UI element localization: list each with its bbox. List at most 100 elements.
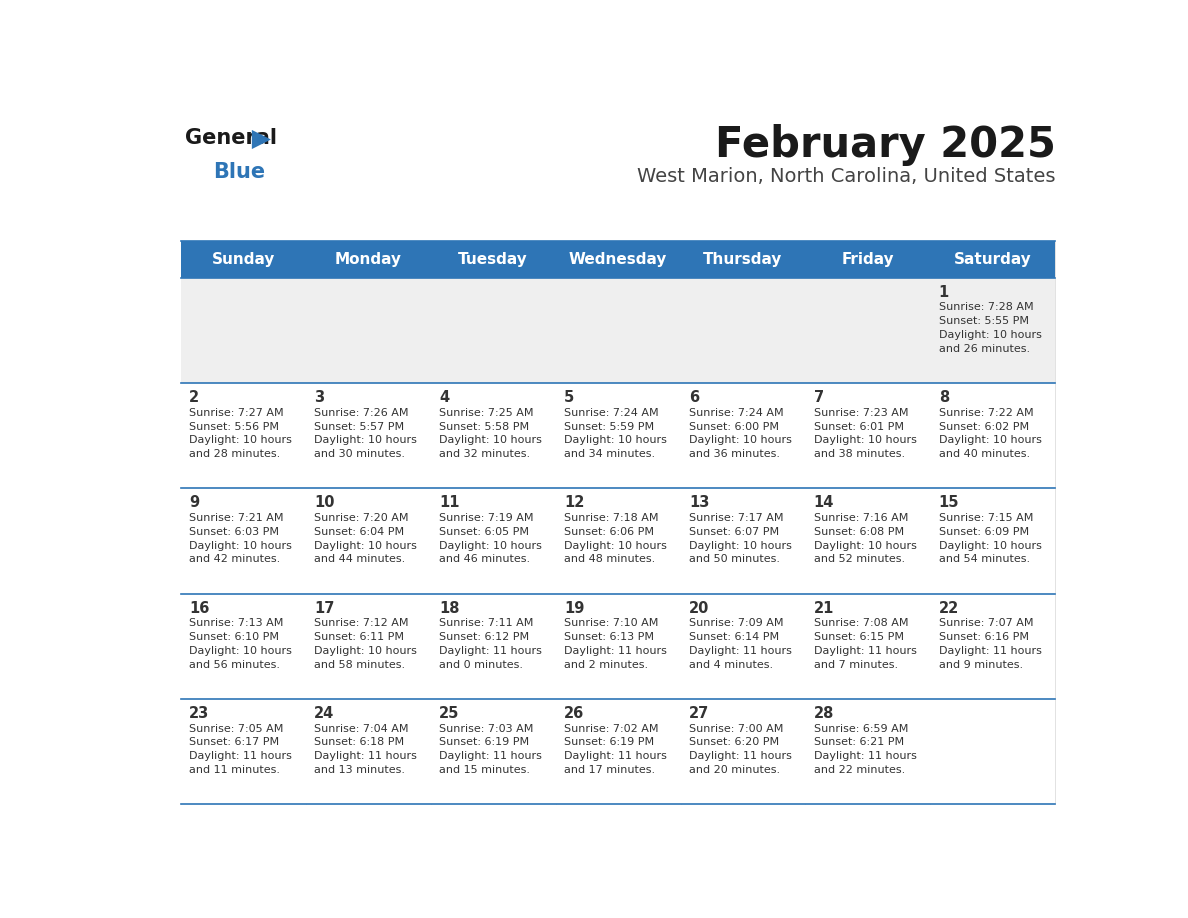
Text: and 36 minutes.: and 36 minutes. (689, 449, 779, 459)
Text: and 13 minutes.: and 13 minutes. (314, 765, 405, 775)
Text: and 42 minutes.: and 42 minutes. (189, 554, 280, 565)
Text: West Marion, North Carolina, United States: West Marion, North Carolina, United Stat… (637, 167, 1055, 185)
Text: Sunrise: 7:21 AM: Sunrise: 7:21 AM (189, 513, 284, 523)
Text: and 22 minutes.: and 22 minutes. (814, 765, 905, 775)
Text: Daylight: 11 hours: Daylight: 11 hours (564, 751, 666, 761)
Text: 18: 18 (438, 600, 460, 616)
Text: Sunrise: 7:00 AM: Sunrise: 7:00 AM (689, 723, 783, 733)
Text: Daylight: 11 hours: Daylight: 11 hours (314, 751, 417, 761)
Text: 8: 8 (939, 390, 949, 405)
Text: and 20 minutes.: and 20 minutes. (689, 765, 781, 775)
Text: and 48 minutes.: and 48 minutes. (564, 554, 655, 565)
Text: Sunset: 6:18 PM: Sunset: 6:18 PM (314, 737, 404, 747)
Text: Daylight: 10 hours: Daylight: 10 hours (939, 541, 1042, 551)
Text: Daylight: 10 hours: Daylight: 10 hours (689, 435, 791, 445)
Text: Daylight: 10 hours: Daylight: 10 hours (939, 435, 1042, 445)
Text: Daylight: 10 hours: Daylight: 10 hours (314, 435, 417, 445)
Bar (181, 488, 1055, 594)
Text: 17: 17 (314, 600, 334, 616)
Text: Sunrise: 7:17 AM: Sunrise: 7:17 AM (689, 513, 783, 523)
Text: Sunset: 6:08 PM: Sunset: 6:08 PM (814, 527, 904, 537)
Text: Sunset: 6:06 PM: Sunset: 6:06 PM (564, 527, 653, 537)
Text: 11: 11 (438, 496, 460, 510)
Text: Daylight: 11 hours: Daylight: 11 hours (939, 646, 1042, 656)
Bar (181, 277, 1055, 383)
Text: Sunset: 5:55 PM: Sunset: 5:55 PM (939, 316, 1029, 326)
Text: and 56 minutes.: and 56 minutes. (189, 660, 280, 670)
Text: Sunset: 6:21 PM: Sunset: 6:21 PM (814, 737, 904, 747)
Text: 19: 19 (564, 600, 584, 616)
Text: and 28 minutes.: and 28 minutes. (189, 449, 280, 459)
Text: Sunrise: 7:23 AM: Sunrise: 7:23 AM (814, 408, 909, 418)
Text: 6: 6 (689, 390, 699, 405)
Bar (181, 699, 1055, 804)
Text: Daylight: 11 hours: Daylight: 11 hours (564, 646, 666, 656)
Text: Sunset: 6:03 PM: Sunset: 6:03 PM (189, 527, 279, 537)
Text: Sunrise: 7:08 AM: Sunrise: 7:08 AM (814, 619, 909, 629)
Text: 12: 12 (564, 496, 584, 510)
Text: and 40 minutes.: and 40 minutes. (939, 449, 1030, 459)
Text: Tuesday: Tuesday (459, 252, 527, 267)
Text: 2: 2 (189, 390, 200, 405)
Text: Sunrise: 7:10 AM: Sunrise: 7:10 AM (564, 619, 658, 629)
Text: and 52 minutes.: and 52 minutes. (814, 554, 905, 565)
Text: and 0 minutes.: and 0 minutes. (438, 660, 523, 670)
Text: 10: 10 (314, 496, 335, 510)
Text: 3: 3 (314, 390, 324, 405)
Text: Daylight: 11 hours: Daylight: 11 hours (689, 646, 791, 656)
Text: Wednesday: Wednesday (569, 252, 668, 267)
Text: Sunrise: 7:07 AM: Sunrise: 7:07 AM (939, 619, 1034, 629)
Text: 20: 20 (689, 600, 709, 616)
Text: 23: 23 (189, 706, 209, 721)
Text: Sunrise: 7:22 AM: Sunrise: 7:22 AM (939, 408, 1034, 418)
Text: Sunset: 6:20 PM: Sunset: 6:20 PM (689, 737, 779, 747)
Text: 22: 22 (939, 600, 959, 616)
Text: Daylight: 10 hours: Daylight: 10 hours (189, 435, 292, 445)
Text: Daylight: 10 hours: Daylight: 10 hours (814, 435, 917, 445)
Text: Sunset: 6:04 PM: Sunset: 6:04 PM (314, 527, 404, 537)
Text: 27: 27 (689, 706, 709, 721)
Text: Sunrise: 7:05 AM: Sunrise: 7:05 AM (189, 723, 284, 733)
Text: and 38 minutes.: and 38 minutes. (814, 449, 905, 459)
Text: Sunrise: 7:16 AM: Sunrise: 7:16 AM (814, 513, 908, 523)
Text: Sunrise: 7:24 AM: Sunrise: 7:24 AM (564, 408, 658, 418)
Text: Sunset: 6:17 PM: Sunset: 6:17 PM (189, 737, 279, 747)
Text: Sunset: 5:59 PM: Sunset: 5:59 PM (564, 421, 653, 431)
Text: Sunrise: 7:26 AM: Sunrise: 7:26 AM (314, 408, 409, 418)
Text: Sunrise: 7:19 AM: Sunrise: 7:19 AM (438, 513, 533, 523)
Text: and 44 minutes.: and 44 minutes. (314, 554, 405, 565)
Text: and 15 minutes.: and 15 minutes. (438, 765, 530, 775)
Text: and 17 minutes.: and 17 minutes. (564, 765, 655, 775)
Text: Daylight: 11 hours: Daylight: 11 hours (189, 751, 292, 761)
Text: Sunset: 5:58 PM: Sunset: 5:58 PM (438, 421, 529, 431)
Text: and 54 minutes.: and 54 minutes. (939, 554, 1030, 565)
Text: Sunrise: 7:02 AM: Sunrise: 7:02 AM (564, 723, 658, 733)
Text: Daylight: 10 hours: Daylight: 10 hours (314, 541, 417, 551)
Text: Monday: Monday (335, 252, 402, 267)
Text: 13: 13 (689, 496, 709, 510)
Text: Sunset: 5:57 PM: Sunset: 5:57 PM (314, 421, 404, 431)
Text: Thursday: Thursday (703, 252, 783, 267)
Text: and 9 minutes.: and 9 minutes. (939, 660, 1023, 670)
Text: Sunrise: 7:04 AM: Sunrise: 7:04 AM (314, 723, 409, 733)
Text: Sunrise: 7:03 AM: Sunrise: 7:03 AM (438, 723, 533, 733)
Text: Sunset: 6:16 PM: Sunset: 6:16 PM (939, 633, 1029, 643)
Text: Daylight: 10 hours: Daylight: 10 hours (438, 541, 542, 551)
Text: 21: 21 (814, 600, 834, 616)
Text: and 34 minutes.: and 34 minutes. (564, 449, 655, 459)
Text: 1: 1 (939, 285, 949, 300)
Text: Sunset: 6:02 PM: Sunset: 6:02 PM (939, 421, 1029, 431)
Text: 25: 25 (438, 706, 460, 721)
Text: Sunset: 6:19 PM: Sunset: 6:19 PM (564, 737, 653, 747)
Text: Sunrise: 7:20 AM: Sunrise: 7:20 AM (314, 513, 409, 523)
Bar (181, 383, 1055, 488)
Text: 28: 28 (814, 706, 834, 721)
Text: Sunrise: 7:13 AM: Sunrise: 7:13 AM (189, 619, 284, 629)
Text: Daylight: 10 hours: Daylight: 10 hours (438, 435, 542, 445)
Text: Daylight: 11 hours: Daylight: 11 hours (438, 751, 542, 761)
Text: and 30 minutes.: and 30 minutes. (314, 449, 405, 459)
Text: Sunset: 6:19 PM: Sunset: 6:19 PM (438, 737, 529, 747)
Text: Daylight: 10 hours: Daylight: 10 hours (189, 646, 292, 656)
Text: and 46 minutes.: and 46 minutes. (438, 554, 530, 565)
Text: 14: 14 (814, 496, 834, 510)
